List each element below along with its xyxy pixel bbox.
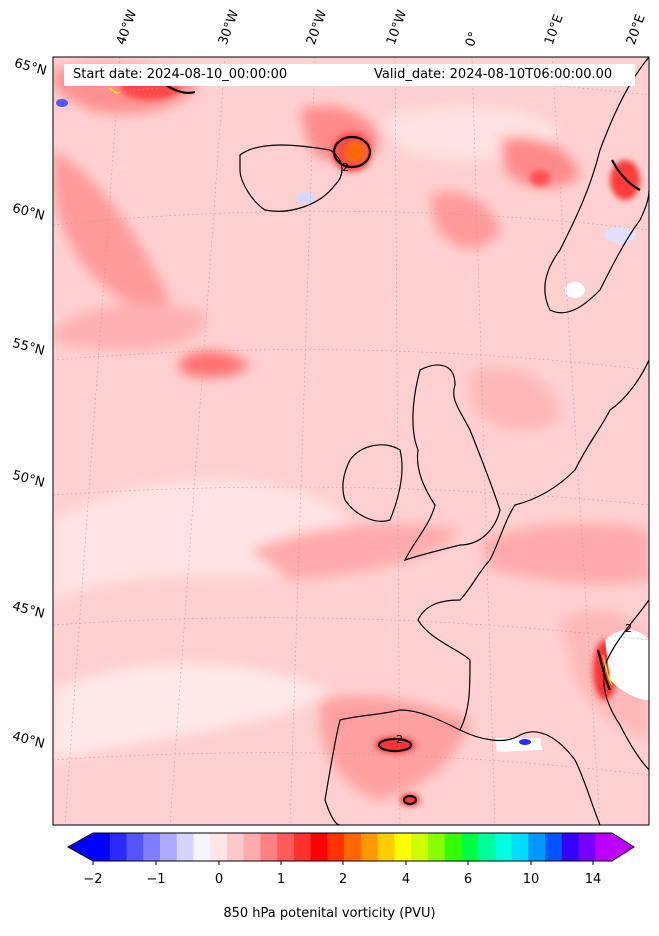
colorbar-swatch bbox=[494, 833, 513, 861]
colorbar-swatch bbox=[143, 833, 161, 861]
colorbar-swatch bbox=[578, 833, 596, 861]
colorbar-tick-label: −1 bbox=[146, 872, 166, 887]
colorbar-swatch bbox=[461, 833, 479, 861]
colorbar-tick-label: 6 bbox=[463, 872, 473, 887]
colorbar-swatch bbox=[293, 833, 312, 861]
colorbar-swatch bbox=[595, 833, 613, 861]
colorbar-tick-label: 10 bbox=[522, 872, 540, 887]
colorbar-swatch bbox=[561, 833, 580, 861]
colorbar-swatch bbox=[159, 833, 178, 861]
contour-label: 2 bbox=[342, 161, 349, 174]
colorbar-swatch bbox=[260, 833, 278, 861]
colorbar-swatch bbox=[109, 833, 127, 861]
colorbar-under-triangle bbox=[68, 833, 93, 861]
colorbar-swatch bbox=[545, 833, 563, 861]
colorbar-outline bbox=[66, 832, 635, 862]
colorbar-swatch bbox=[277, 833, 295, 861]
colorbar-swatch bbox=[243, 833, 261, 861]
colorbar-swatch bbox=[126, 833, 144, 861]
pv-field: 2 2 2 bbox=[53, 57, 649, 825]
colorbar-swatch bbox=[93, 833, 111, 861]
colorbar-tick-label: 14 bbox=[584, 872, 602, 887]
colorbar-over-triangle bbox=[612, 833, 634, 861]
colorbar-swatch bbox=[360, 833, 379, 861]
valid-date-label: Valid_date: 2024-08-10T06:00:00.00 bbox=[374, 67, 613, 82]
contour-label: 2 bbox=[396, 733, 403, 746]
colorbar-label: 850 hPa potenital vorticity (PVU) bbox=[223, 906, 436, 921]
colorbar-swatch bbox=[310, 833, 328, 861]
colorbar-tick-label: 0 bbox=[214, 872, 224, 887]
colorbar-tick-label: 1 bbox=[276, 872, 286, 887]
colorbar-swatch bbox=[226, 833, 245, 861]
colorbar-swatch bbox=[377, 833, 395, 861]
start-date-label: Start date: 2024-08-10_00:00:00 bbox=[73, 67, 288, 82]
colorbar-swatch bbox=[511, 833, 529, 861]
colorbar-swatch bbox=[344, 833, 362, 861]
colorbar-tick-label: −2 bbox=[83, 872, 103, 887]
contour-label: 2 bbox=[625, 622, 632, 635]
colorbar-tick-label: 2 bbox=[338, 872, 348, 887]
colorbar-swatch bbox=[193, 833, 211, 861]
colorbar-swatch bbox=[411, 833, 429, 861]
colorbar-swatch bbox=[478, 833, 496, 861]
colorbar-swatch bbox=[210, 833, 228, 861]
colorbar-tick-label: 4 bbox=[401, 872, 411, 887]
colorbar-swatch bbox=[427, 833, 446, 861]
colorbar-swatch bbox=[394, 833, 412, 861]
colorbar-swatch bbox=[528, 833, 546, 861]
colorbar-swatch bbox=[176, 833, 194, 861]
colorbar-swatch bbox=[327, 833, 345, 861]
colorbar-swatch bbox=[444, 833, 462, 861]
colorbar bbox=[66, 832, 635, 865]
